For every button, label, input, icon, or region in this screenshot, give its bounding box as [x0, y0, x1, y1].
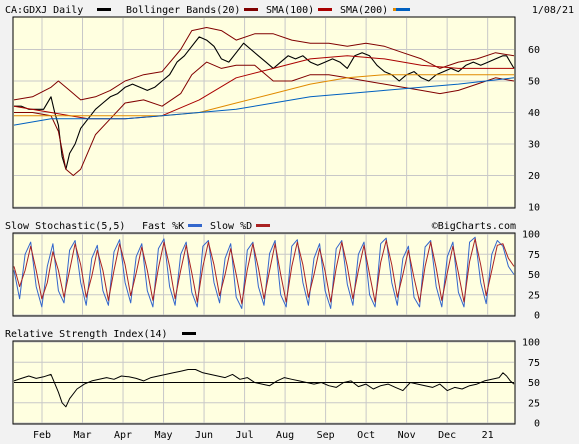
month-label: 21 [482, 430, 494, 441]
price-tick-label: 50 [528, 77, 540, 88]
rsi-tick-label: 50 [528, 378, 540, 389]
month-label: May [155, 430, 173, 441]
price-tick-label: 20 [528, 171, 540, 182]
month-label: Apr [114, 430, 132, 441]
price-header: CA:GDXJ Daily Bollinger Bands(20) SMA(10… [5, 5, 574, 16]
stochastic-title: Slow Stochastic(5,5) [5, 221, 125, 232]
stochastic-tick-label: 25 [528, 290, 540, 301]
stochastic-series-slow-d [13, 238, 515, 305]
month-label: Oct [357, 430, 375, 441]
rsi-title: Relative Strength Index(14) [5, 329, 168, 340]
rsi-tick-label: 100 [522, 338, 540, 349]
rsi-header: Relative Strength Index(14) [5, 329, 196, 340]
month-label: Mar [73, 430, 91, 441]
stochastic-tick-label: 100 [522, 230, 540, 241]
stochastic-header: Slow Stochastic(5,5) Fast %K Slow %D ©Bi… [5, 221, 516, 232]
credit-label: ©BigCharts.com [432, 221, 516, 232]
month-label: Feb [33, 430, 51, 441]
series-layer [13, 27, 515, 408]
bollinger-swatch [244, 8, 258, 11]
stochastic-tick-label: 50 [528, 270, 540, 281]
month-label: Nov [398, 430, 416, 441]
sma100-swatch [318, 8, 332, 11]
date-label: 1/08/21 [532, 5, 574, 16]
symbol-label: CA:GDXJ Daily [5, 5, 83, 16]
sma100-label: SMA(100) [266, 5, 314, 16]
stochastic-tick-label: 75 [528, 250, 540, 261]
price-series-lower-bollinger [14, 61, 515, 176]
price-tick-label: 40 [528, 108, 540, 119]
slow-d-label: Slow %D [210, 221, 252, 232]
rsi-tick-label: 75 [528, 358, 540, 369]
fast-k-label: Fast %K [142, 221, 184, 232]
price-tick-label: 10 [528, 203, 540, 214]
price-series-sma-200 [14, 74, 514, 117]
month-label: Jun [195, 430, 213, 441]
symbol-swatch [97, 8, 111, 11]
price-series-upper-bollinger [13, 27, 515, 101]
month-label: Aug [276, 430, 294, 441]
month-label: Sep [317, 430, 335, 441]
rsi-tick-label: 0 [534, 419, 540, 430]
third-ma-swatch [396, 8, 410, 11]
fast-k-swatch [188, 224, 202, 227]
price-tick-label: 30 [528, 140, 540, 151]
bollinger-label: Bollinger Bands(20) [126, 5, 240, 16]
month-label: Dec [438, 430, 456, 441]
rsi-swatch [182, 332, 196, 335]
rsi-tick-label: 25 [528, 398, 540, 409]
sma200-label: SMA(200) [340, 5, 388, 16]
stochastic-series-fast-k [13, 236, 515, 309]
month-label: Jul [236, 430, 254, 441]
price-tick-label: 60 [528, 45, 540, 56]
rsi-series-rsi-14 [13, 369, 515, 408]
stochastic-tick-label: 0 [534, 311, 540, 322]
axis-layer: Feb Mar Apr May Jun Jul Aug Sep Oct Nov Dec 21 10 20 3… [33, 45, 540, 441]
price-series-ma [13, 77, 515, 126]
slow-d-swatch [256, 224, 270, 227]
